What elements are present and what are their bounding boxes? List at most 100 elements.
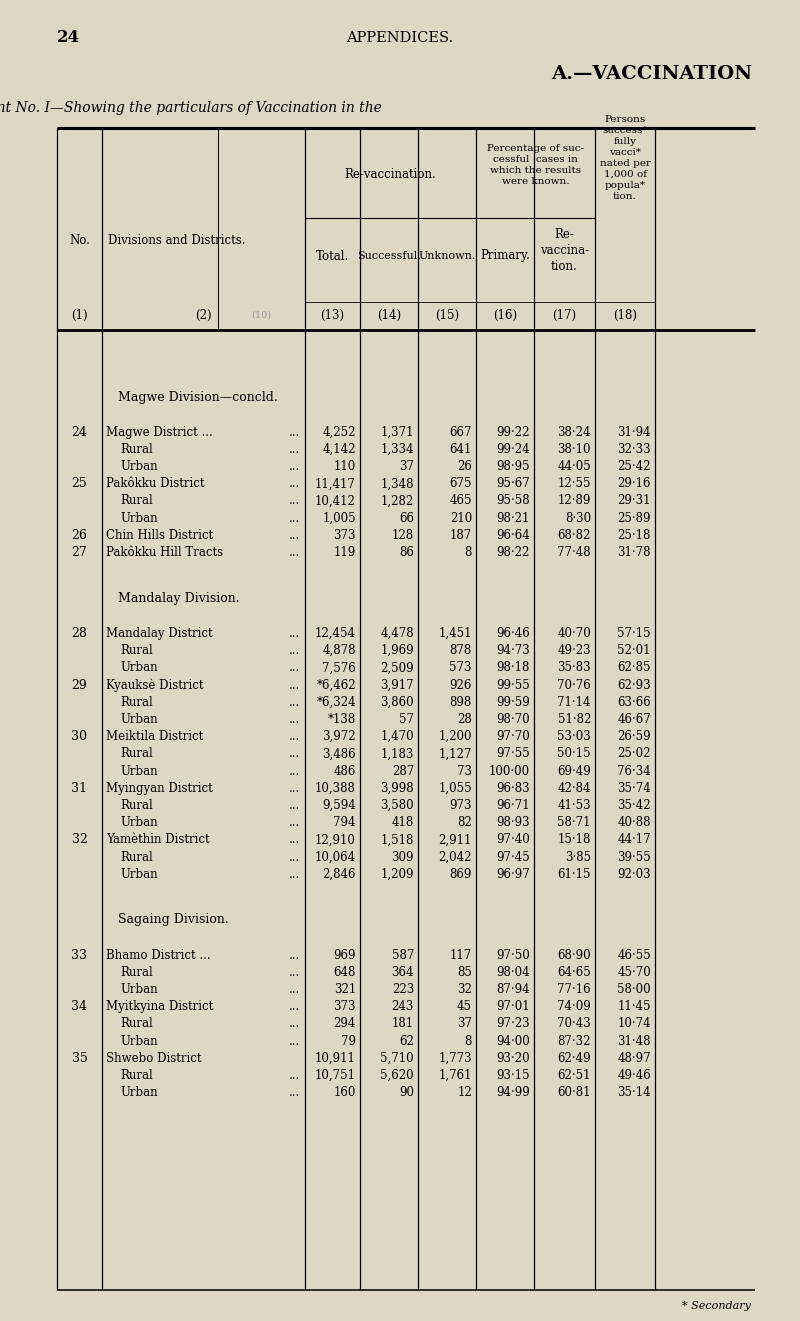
Text: 573: 573	[450, 662, 472, 674]
Text: 29·31: 29·31	[618, 494, 651, 507]
Text: 25·89: 25·89	[618, 511, 651, 524]
Text: 87·94: 87·94	[496, 983, 530, 996]
Text: 29·16: 29·16	[618, 477, 651, 490]
Text: 35·42: 35·42	[618, 799, 651, 812]
Text: 898: 898	[450, 696, 472, 708]
Text: *6,462: *6,462	[316, 679, 356, 691]
Text: ...: ...	[289, 1017, 300, 1030]
Text: 10·74: 10·74	[618, 1017, 651, 1030]
Text: 878: 878	[450, 645, 472, 657]
Text: 31·94: 31·94	[618, 425, 651, 439]
Text: 926: 926	[450, 679, 472, 691]
Text: 321: 321	[334, 983, 356, 996]
Text: Primary.: Primary.	[480, 250, 530, 263]
Text: (18): (18)	[613, 309, 637, 321]
Text: 31: 31	[71, 782, 87, 795]
Text: ...: ...	[289, 477, 300, 490]
Text: 97·23: 97·23	[496, 1017, 530, 1030]
Text: 31·48: 31·48	[618, 1034, 651, 1048]
Text: 418: 418	[392, 816, 414, 830]
Text: Urban: Urban	[120, 662, 158, 674]
Text: 39·55: 39·55	[618, 851, 651, 864]
Text: Re-
vaccina-
tion.: Re- vaccina- tion.	[540, 229, 589, 273]
Text: 243: 243	[392, 1000, 414, 1013]
Text: ...: ...	[289, 1000, 300, 1013]
Text: 117: 117	[450, 948, 472, 962]
Text: 1,348: 1,348	[381, 477, 414, 490]
Text: 32: 32	[71, 834, 87, 847]
Text: ...: ...	[289, 679, 300, 691]
Text: 97·40: 97·40	[496, 834, 530, 847]
Text: 10,751: 10,751	[315, 1069, 356, 1082]
Text: 2,042: 2,042	[438, 851, 472, 864]
Text: ...: ...	[289, 494, 300, 507]
Text: 71·14: 71·14	[558, 696, 591, 708]
Text: Yamèthin District: Yamèthin District	[106, 834, 210, 847]
Text: 99·22: 99·22	[497, 425, 530, 439]
Text: 63·66: 63·66	[618, 696, 651, 708]
Text: Persons
success*
fully
vacci*
nated per
1,000 of
popula*
tion.: Persons success* fully vacci* nated per …	[599, 115, 650, 201]
Text: 24: 24	[57, 29, 80, 46]
Text: 3,580: 3,580	[380, 799, 414, 812]
Text: 49·23: 49·23	[558, 645, 591, 657]
Text: 98·95: 98·95	[496, 460, 530, 473]
Text: 57: 57	[399, 713, 414, 727]
Text: ...: ...	[289, 948, 300, 962]
Text: Rural: Rural	[120, 494, 153, 507]
Text: 97·50: 97·50	[496, 948, 530, 962]
Text: 73: 73	[457, 765, 472, 778]
Text: 95·58: 95·58	[496, 494, 530, 507]
Text: 98·22: 98·22	[497, 546, 530, 559]
Text: 675: 675	[450, 477, 472, 490]
Text: 70·76: 70·76	[558, 679, 591, 691]
Text: 85: 85	[457, 966, 472, 979]
Text: Successful.: Successful.	[357, 251, 421, 262]
Text: Divisions and Districts.: Divisions and Districts.	[108, 234, 246, 247]
Text: ...: ...	[289, 1034, 300, 1048]
Text: 486: 486	[334, 765, 356, 778]
Text: 31·78: 31·78	[618, 546, 651, 559]
Text: 26·59: 26·59	[618, 731, 651, 744]
Text: 12·55: 12·55	[558, 477, 591, 490]
Text: Urban: Urban	[120, 1034, 158, 1048]
Text: Urban: Urban	[120, 460, 158, 473]
Text: 160: 160	[334, 1086, 356, 1099]
Text: Urban: Urban	[120, 816, 158, 830]
Text: APPENDICES.: APPENDICES.	[346, 30, 454, 45]
Text: 24: 24	[71, 425, 87, 439]
Text: 45·70: 45·70	[618, 966, 651, 979]
Text: 28: 28	[71, 627, 87, 639]
Text: ...: ...	[289, 713, 300, 727]
Text: (13): (13)	[321, 309, 345, 321]
Text: 641: 641	[450, 443, 472, 456]
Text: *6,324: *6,324	[316, 696, 356, 708]
Text: 51·82: 51·82	[558, 713, 591, 727]
Text: 28: 28	[458, 713, 472, 727]
Text: 74·09: 74·09	[558, 1000, 591, 1013]
Text: 97·45: 97·45	[496, 851, 530, 864]
Text: 973: 973	[450, 799, 472, 812]
Text: 50·15: 50·15	[558, 748, 591, 761]
Text: 110: 110	[334, 460, 356, 473]
Text: 46·67: 46·67	[618, 713, 651, 727]
Text: 99·59: 99·59	[496, 696, 530, 708]
Text: ...: ...	[289, 443, 300, 456]
Text: 33: 33	[71, 948, 87, 962]
Text: 94·00: 94·00	[496, 1034, 530, 1048]
Text: ...: ...	[289, 765, 300, 778]
Text: 1,518: 1,518	[381, 834, 414, 847]
Text: Rural: Rural	[120, 748, 153, 761]
Text: 96·64: 96·64	[496, 528, 530, 542]
Text: 3,972: 3,972	[322, 731, 356, 744]
Text: 5,620: 5,620	[380, 1069, 414, 1082]
Text: 7,576: 7,576	[322, 662, 356, 674]
Text: Total.: Total.	[316, 250, 349, 263]
Text: ...: ...	[289, 966, 300, 979]
Text: 25·02: 25·02	[618, 748, 651, 761]
Text: ...: ...	[289, 1086, 300, 1099]
Text: 667: 667	[450, 425, 472, 439]
Text: 61·15: 61·15	[558, 868, 591, 881]
Text: 37: 37	[399, 460, 414, 473]
Text: 49·46: 49·46	[618, 1069, 651, 1082]
Text: ...: ...	[289, 425, 300, 439]
